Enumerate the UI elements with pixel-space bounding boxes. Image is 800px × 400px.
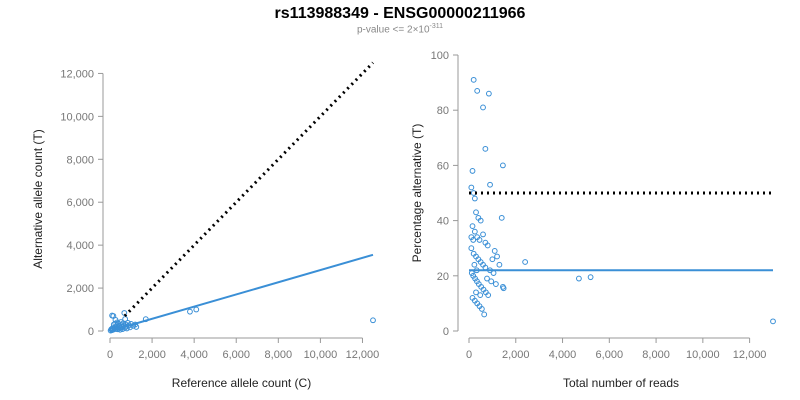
chart-subtitle: p-value <= 2×10-311 [0, 23, 800, 35]
panel2-data-point [470, 76, 477, 83]
panel1-y-tick-label: 6,000 [66, 197, 94, 209]
panel1-x-tick-label: 4,000 [180, 349, 208, 361]
panel2-data-point [494, 253, 500, 260]
panel2-data-point [498, 214, 505, 221]
panel1-y-axis-label: Alternative allele count (T) [31, 129, 45, 268]
panel2-data-point [492, 281, 499, 287]
panel1-y-tick-label: 0 [88, 326, 94, 338]
panel2-y-tick-label: 40 [437, 216, 449, 228]
panel2-y-tick-label: 20 [437, 271, 449, 283]
panel1-x-tick-label: 10,000 [304, 349, 338, 361]
panel2-data-point [487, 181, 493, 188]
panel1-y-tick-label: 4,000 [66, 240, 94, 252]
panel2-data-point [496, 261, 503, 268]
panel1-data-point [122, 316, 129, 322]
panel1-x-tick-label: 0 [107, 349, 113, 361]
panel2-data-point [481, 311, 488, 318]
panel2-data-point [468, 245, 475, 252]
panel2-data-point [482, 145, 489, 152]
panel2-data-point [485, 90, 492, 97]
panel2-y-tick-label: 0 [443, 326, 449, 338]
panel2-data-point [500, 285, 507, 292]
chart-title: rs113988349 - ENSG00000211966 [274, 5, 526, 22]
panel2-data-point [468, 184, 475, 191]
panel2-x-tick-label: 0 [466, 349, 472, 361]
panel2-data-point [477, 217, 484, 224]
panel2-data-point [480, 104, 486, 111]
panel1-data-point [370, 317, 376, 324]
panel2-data-point [522, 259, 529, 265]
panel2-data-point [478, 306, 485, 312]
panel1-y-tick-label: 12,000 [60, 68, 94, 80]
pvalue-text: p-value <= 2×10 [356, 24, 430, 36]
panel1-x-tick-label: 8,000 [265, 349, 293, 361]
panel2-y-tick-label: 80 [437, 105, 449, 117]
panel2-data-point [489, 256, 496, 263]
panel1-data-point [110, 313, 117, 319]
panel1-x-tick-label: 2,000 [138, 349, 166, 361]
panel1-data-point [112, 320, 119, 327]
panel2-x-tick-label: 6,000 [596, 349, 624, 361]
panel2-x-tick-label: 12,000 [733, 349, 767, 361]
panel1-data-point [187, 308, 193, 315]
panel2-data-point [470, 237, 477, 243]
panel1-y-tick-label: 2,000 [66, 283, 94, 295]
panel1-y-tick-label: 8,000 [66, 154, 94, 166]
panel2-data-point [480, 231, 486, 238]
panel2-data-point [469, 168, 476, 174]
panel1-fit-line [109, 253, 374, 332]
panel1-data-point [193, 306, 200, 313]
panel1-data-point [133, 324, 140, 330]
panel2-data-point [474, 87, 481, 94]
panel2-y-axis-label: Percentage alternative (T) [410, 124, 424, 263]
panel2-data-point [471, 228, 478, 235]
panel1-x-tick-label: 6,000 [222, 349, 250, 361]
panel2-data-point [770, 318, 776, 325]
panel1-x-tick-label: 12,000 [346, 349, 380, 361]
panel2-data-point [488, 278, 495, 285]
panel2-data-point [471, 261, 478, 268]
panel1-x-axis-label: Reference allele count (C) [172, 376, 311, 390]
panel2-data-point [477, 292, 484, 299]
panel2-data-point [491, 248, 498, 254]
panel2-data-point [473, 209, 479, 216]
panel2-data-point [473, 289, 479, 296]
panel2-data-point [469, 223, 476, 230]
panel2-x-tick-label: 2,000 [502, 349, 530, 361]
panel2-data-point [471, 195, 478, 202]
panel2-data-point [484, 275, 490, 282]
panel2-data-point [587, 274, 594, 281]
panel1-y-tick-label: 10,000 [60, 111, 94, 123]
pvalue-exponent: -311 [429, 23, 444, 30]
panel2-x-tick-label: 10,000 [686, 349, 720, 361]
panel2-data-point [500, 162, 506, 169]
panel2-data-point [484, 242, 491, 249]
panel2-x-tick-label: 8,000 [642, 349, 670, 361]
panel2-x-axis-label: Total number of reads [563, 376, 679, 390]
panel2-data-point [490, 270, 497, 276]
panel2-y-tick-label: 60 [437, 160, 449, 172]
panel1-reference-line [123, 61, 375, 318]
panel2-data-point [485, 292, 492, 299]
panel2-y-tick-label: 100 [431, 50, 449, 62]
panel2-data-point [476, 237, 483, 243]
panel2-x-tick-label: 4,000 [549, 349, 577, 361]
panel2-data-point [576, 275, 582, 282]
